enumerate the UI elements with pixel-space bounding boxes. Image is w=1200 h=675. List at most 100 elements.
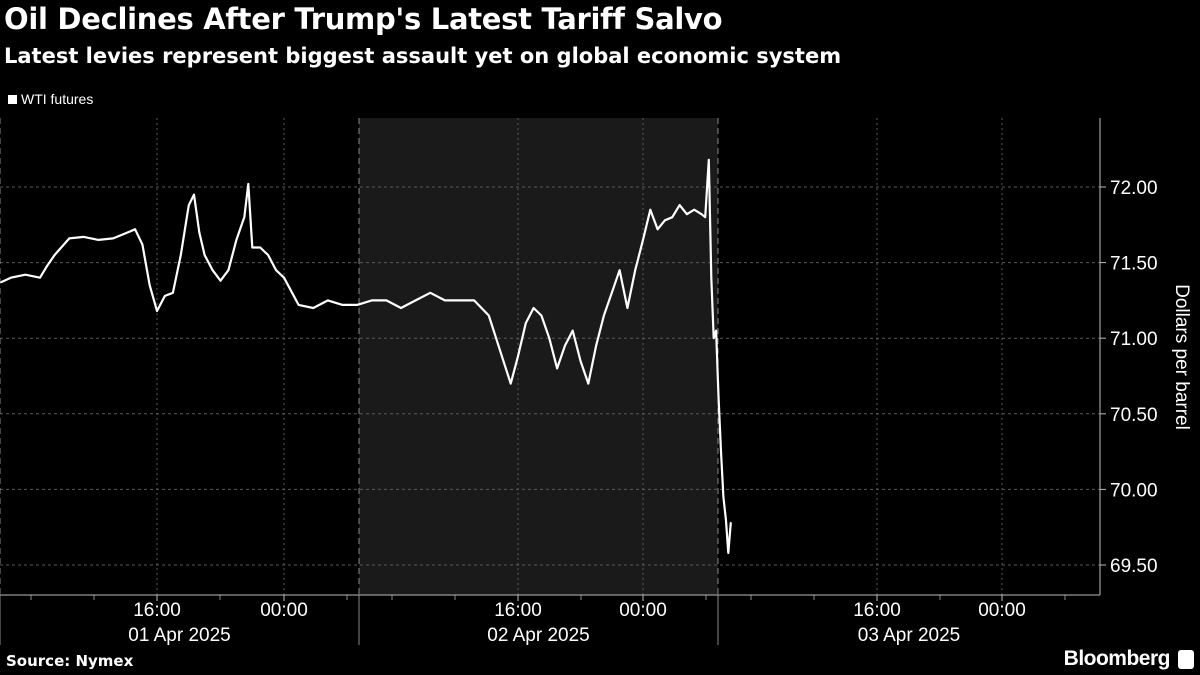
- data-point: [671, 216, 674, 219]
- data-point: [172, 292, 174, 294]
- data-point: [180, 254, 182, 256]
- data-point: [251, 246, 254, 249]
- x-tick-label: 00:00: [619, 600, 667, 621]
- y-tick-label: 72.00: [1110, 178, 1158, 199]
- chart-title: Oil Declines After Trump's Latest Tariff…: [4, 2, 723, 36]
- shaded-session: [359, 118, 718, 595]
- data-point: [259, 246, 261, 249]
- data-point: [53, 254, 56, 256]
- data-point: [487, 314, 490, 317]
- x-tick-label: 16:00: [494, 600, 542, 621]
- source-note: Source: Nymex: [6, 652, 134, 670]
- data-point: [400, 307, 402, 309]
- data-point: [219, 279, 222, 282]
- data-point: [710, 276, 713, 279]
- data-point: [548, 337, 551, 340]
- data-point: [556, 367, 558, 370]
- data-point: [243, 216, 246, 219]
- data-point: [509, 382, 512, 385]
- data-point: [68, 237, 71, 240]
- data-point: [571, 329, 574, 332]
- data-point: [156, 310, 158, 312]
- data-point: [704, 216, 706, 219]
- data-point: [83, 236, 85, 238]
- data-point: [235, 239, 238, 241]
- data-point: [0, 281, 2, 284]
- data-point: [720, 450, 722, 453]
- data-point: [283, 276, 285, 279]
- legend-swatch: [8, 94, 17, 104]
- data-point: [700, 213, 703, 216]
- y-axis-label: Dollars per barrel: [1171, 284, 1192, 430]
- data-point: [458, 299, 461, 302]
- data-point: [717, 397, 720, 400]
- data-point: [126, 231, 129, 234]
- y-tick-label: 70.00: [1110, 480, 1158, 501]
- data-point: [502, 360, 505, 362]
- data-point: [444, 299, 446, 302]
- data-point: [642, 239, 644, 241]
- data-point: [708, 158, 710, 161]
- bloomberg-chart-icon: [1178, 650, 1194, 669]
- data-point: [725, 518, 727, 521]
- data-point: [9, 276, 12, 279]
- legend-label: WTI futures: [21, 91, 94, 107]
- data-point: [341, 304, 344, 306]
- data-point: [267, 254, 269, 256]
- data-point: [722, 496, 725, 498]
- data-point: [429, 292, 432, 294]
- data-point: [356, 304, 358, 306]
- data-point: [227, 269, 230, 271]
- data-point: [729, 521, 732, 524]
- chart-subtitle: Latest levies represent biggest assault …: [4, 44, 842, 68]
- x-tick-label: 16:00: [133, 600, 181, 621]
- data-point: [649, 208, 652, 211]
- data-point: [198, 231, 201, 234]
- data-point: [532, 307, 535, 309]
- data-point: [275, 269, 277, 271]
- data-point: [473, 299, 475, 302]
- data-point: [587, 382, 590, 385]
- x-day-label: 01 Apr 2025: [128, 625, 230, 646]
- x-tick-label: 00:00: [978, 600, 1026, 621]
- data-point: [678, 204, 681, 206]
- data-point: [727, 552, 730, 554]
- data-point: [626, 307, 629, 309]
- data-point: [327, 299, 329, 302]
- data-point: [564, 344, 566, 347]
- data-point: [610, 292, 613, 294]
- x-day-label: 03 Apr 2025: [858, 625, 960, 646]
- data-point: [385, 299, 388, 302]
- data-point: [540, 314, 543, 317]
- data-point: [141, 243, 144, 246]
- data-point: [46, 264, 49, 267]
- data-point: [517, 355, 519, 358]
- data-point: [664, 219, 666, 222]
- x-day-label: 02 Apr 2025: [487, 625, 589, 646]
- data-point: [370, 299, 373, 302]
- data-point: [634, 269, 636, 271]
- data-point: [211, 269, 214, 271]
- bloomberg-logo: Bloomberg: [1063, 647, 1171, 670]
- data-point: [24, 273, 27, 276]
- data-point: [187, 204, 190, 206]
- data-point: [112, 237, 114, 240]
- data-point: [495, 337, 497, 340]
- series-line-wti-futures: [0, 158, 732, 555]
- data-point: [656, 228, 659, 231]
- data-point: [193, 193, 195, 196]
- data-point: [39, 276, 41, 279]
- legend: WTI futures: [8, 91, 93, 107]
- data-point: [297, 304, 300, 306]
- data-point: [579, 360, 582, 362]
- data-point: [603, 314, 605, 317]
- data-point: [686, 213, 688, 216]
- data-point: [247, 183, 250, 185]
- data-point: [97, 239, 100, 241]
- data-point: [693, 208, 695, 211]
- data-point: [312, 307, 315, 309]
- data-point: [595, 344, 597, 347]
- data-point: [148, 284, 151, 287]
- data-point: [414, 299, 417, 302]
